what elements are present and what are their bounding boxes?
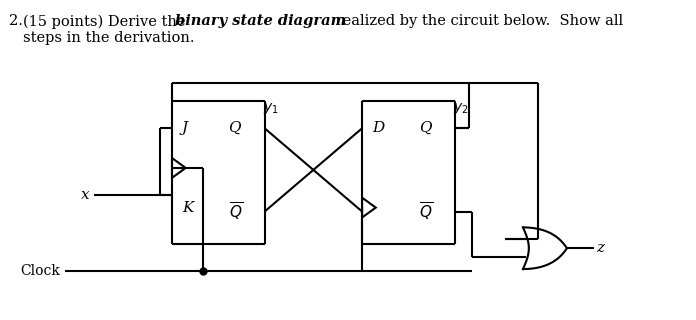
Text: K: K xyxy=(182,201,193,215)
Text: Q: Q xyxy=(419,121,431,135)
Text: realized by the circuit below.  Show all: realized by the circuit below. Show all xyxy=(331,14,623,28)
Text: D: D xyxy=(372,121,384,135)
Text: 2.: 2. xyxy=(9,14,23,28)
Text: $y_1$: $y_1$ xyxy=(262,101,278,116)
Text: steps in the derivation.: steps in the derivation. xyxy=(23,31,194,45)
Text: Clock: Clock xyxy=(20,264,60,278)
Text: $\overline{Q}$: $\overline{Q}$ xyxy=(228,201,242,223)
Text: x: x xyxy=(81,188,89,202)
Text: $\overline{Q}$: $\overline{Q}$ xyxy=(419,201,433,223)
Text: (15 points) Derive the: (15 points) Derive the xyxy=(23,14,190,29)
Text: z: z xyxy=(596,241,604,255)
Text: Q: Q xyxy=(228,121,241,135)
Text: J: J xyxy=(182,121,188,135)
Text: $y_2$: $y_2$ xyxy=(453,101,468,116)
Text: binary state diagram: binary state diagram xyxy=(175,14,346,28)
